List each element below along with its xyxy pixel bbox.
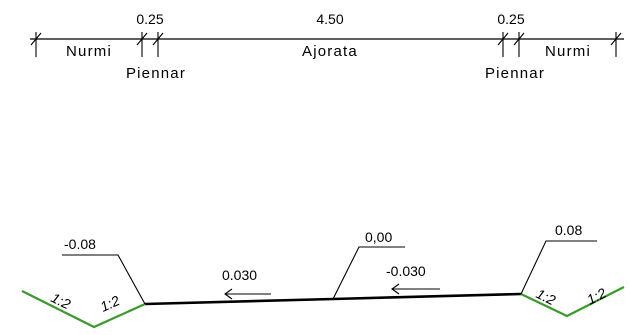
- zone-label-left-verge: Nurmi: [66, 43, 112, 60]
- crossfall-arrow-right: [391, 283, 440, 295]
- crossfall-value-left: 0.030: [222, 267, 257, 283]
- slope-label-left-outer: 1:2: [49, 289, 74, 312]
- dimension-line-group: 0.25 4.50 0.25 Nurmi Ajorata Nurmi Pienn…: [30, 11, 624, 82]
- shoulder-label-left: Piennar: [126, 65, 186, 82]
- zone-label-carriageway: Ajorata: [302, 43, 358, 60]
- zone-label-right-verge: Nurmi: [545, 43, 591, 60]
- crossfall-value-right: -0.030: [386, 263, 426, 279]
- dim-slash-3: [152, 32, 164, 46]
- ditch-right: [520, 286, 625, 318]
- dim-slash-4: [497, 32, 509, 46]
- slope-label-right-inner: 1:2: [534, 285, 559, 308]
- ditch-left: [21, 290, 146, 329]
- crossfall-arrow-left: [224, 288, 271, 300]
- elevation-leader-right: [520, 240, 597, 295]
- elevation-leader-left: [62, 254, 146, 305]
- elevation-value-center: 0,00: [365, 229, 392, 245]
- dim-value-left-shoulder: 0.25: [136, 11, 163, 27]
- slope-label-left-inner: 1:2: [98, 292, 122, 315]
- elevation-value-left: -0.08: [64, 236, 96, 252]
- elevation-leader-center: [332, 246, 405, 300]
- shoulder-label-right: Piennar: [485, 65, 545, 82]
- dim-slash-2: [136, 32, 148, 46]
- slope-label-right-outer: 1:2: [584, 284, 609, 307]
- dim-slash-1: [30, 32, 42, 46]
- dim-value-carriageway: 4.50: [316, 11, 343, 27]
- dim-value-right-shoulder: 0.25: [497, 11, 524, 27]
- dim-slash-5: [513, 32, 525, 46]
- cross-section-group: -0.08 0,00 0.08 0.030 -0.030 1:2 1:2 1:2…: [21, 222, 625, 329]
- elevation-value-right: 0.08: [555, 222, 582, 238]
- dim-slash-6: [610, 32, 622, 46]
